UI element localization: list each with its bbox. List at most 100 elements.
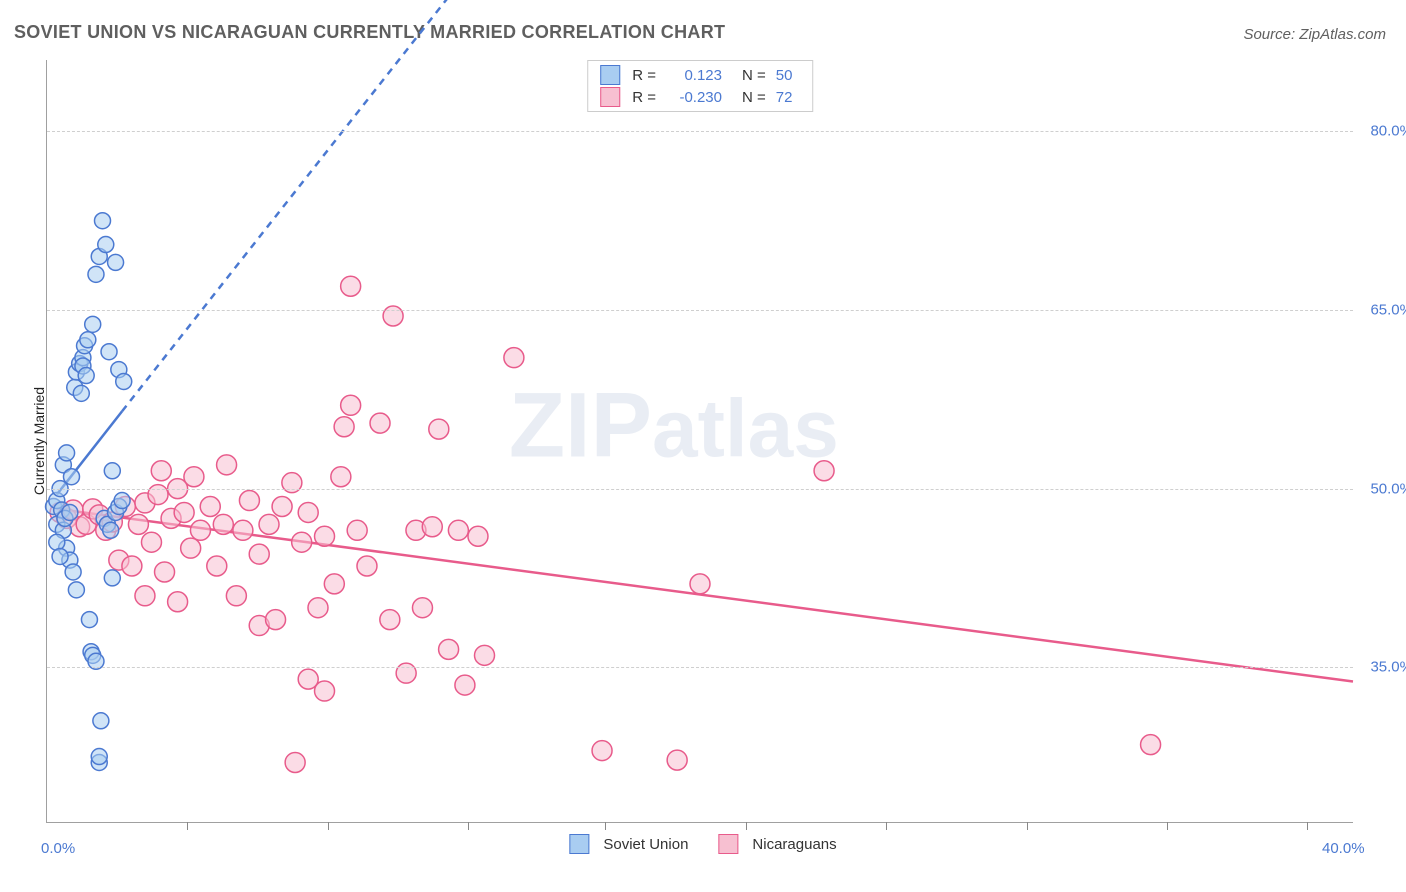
point-soviet bbox=[98, 237, 114, 253]
point-soviet bbox=[81, 612, 97, 628]
point-nicaraguan bbox=[370, 413, 390, 433]
point-nicaraguan bbox=[448, 520, 468, 540]
x-tick bbox=[605, 822, 606, 830]
point-nicaraguan bbox=[184, 467, 204, 487]
x-tick bbox=[886, 822, 887, 830]
point-soviet bbox=[49, 534, 65, 550]
point-nicaraguan bbox=[285, 752, 305, 772]
point-soviet bbox=[73, 385, 89, 401]
point-nicaraguan bbox=[1141, 735, 1161, 755]
point-nicaraguan bbox=[334, 417, 354, 437]
point-nicaraguan bbox=[592, 741, 612, 761]
point-nicaraguan bbox=[429, 419, 449, 439]
point-soviet bbox=[63, 469, 79, 485]
point-nicaraguan bbox=[155, 562, 175, 582]
legend-item-b: Nicaraguans bbox=[718, 834, 836, 854]
legend-item-a: Soviet Union bbox=[569, 834, 688, 854]
page-root: SOVIET UNION VS NICARAGUAN CURRENTLY MAR… bbox=[0, 0, 1406, 892]
point-nicaraguan bbox=[298, 502, 318, 522]
point-nicaraguan bbox=[504, 348, 524, 368]
y-tick-label: 65.0% bbox=[1359, 302, 1406, 319]
point-soviet bbox=[101, 344, 117, 360]
point-nicaraguan bbox=[331, 467, 351, 487]
point-nicaraguan bbox=[341, 276, 361, 296]
point-nicaraguan bbox=[347, 520, 367, 540]
y-tick-label: 80.0% bbox=[1359, 123, 1406, 140]
x-tick bbox=[328, 822, 329, 830]
point-nicaraguan bbox=[690, 574, 710, 594]
point-nicaraguan bbox=[207, 556, 227, 576]
point-soviet bbox=[68, 582, 84, 598]
x-tick bbox=[1027, 822, 1028, 830]
point-soviet bbox=[59, 445, 75, 461]
point-soviet bbox=[65, 564, 81, 580]
point-soviet bbox=[80, 332, 96, 348]
point-nicaraguan bbox=[412, 598, 432, 618]
point-nicaraguan bbox=[667, 750, 687, 770]
point-nicaraguan bbox=[475, 645, 495, 665]
point-nicaraguan bbox=[292, 532, 312, 552]
point-soviet bbox=[52, 548, 68, 564]
point-nicaraguan bbox=[396, 663, 416, 683]
gridline bbox=[47, 131, 1353, 132]
point-nicaraguan bbox=[272, 496, 292, 516]
point-nicaraguan bbox=[324, 574, 344, 594]
x-tick bbox=[1167, 822, 1168, 830]
point-soviet bbox=[95, 213, 111, 229]
point-nicaraguan bbox=[249, 544, 269, 564]
point-nicaraguan bbox=[266, 610, 286, 630]
point-nicaraguan bbox=[259, 514, 279, 534]
legend-series: Soviet Union Nicaraguans bbox=[569, 834, 836, 854]
point-nicaraguan bbox=[190, 520, 210, 540]
x-tick bbox=[746, 822, 747, 830]
x-tick bbox=[1307, 822, 1308, 830]
point-nicaraguan bbox=[814, 461, 834, 481]
point-soviet bbox=[103, 522, 119, 538]
chart-svg bbox=[47, 60, 1353, 822]
point-nicaraguan bbox=[308, 598, 328, 618]
point-nicaraguan bbox=[181, 538, 201, 558]
point-nicaraguan bbox=[233, 520, 253, 540]
point-nicaraguan bbox=[148, 485, 168, 505]
x-tick-label-right: 40.0% bbox=[1322, 840, 1365, 857]
gridline bbox=[47, 310, 1353, 311]
point-nicaraguan bbox=[383, 306, 403, 326]
legend-swatch-a2 bbox=[569, 834, 589, 854]
legend-swatch-b2 bbox=[718, 834, 738, 854]
point-nicaraguan bbox=[226, 586, 246, 606]
chart-title: SOVIET UNION VS NICARAGUAN CURRENTLY MAR… bbox=[14, 22, 725, 43]
point-soviet bbox=[114, 493, 130, 509]
point-nicaraguan bbox=[128, 514, 148, 534]
point-soviet bbox=[62, 504, 78, 520]
point-nicaraguan bbox=[341, 395, 361, 415]
point-nicaraguan bbox=[141, 532, 161, 552]
point-soviet bbox=[116, 373, 132, 389]
point-soviet bbox=[91, 749, 107, 765]
plot-area: ZIPatlas Currently Married R = 0.123 N =… bbox=[46, 60, 1353, 823]
point-nicaraguan bbox=[168, 592, 188, 612]
point-nicaraguan bbox=[315, 681, 335, 701]
series-name-a: Soviet Union bbox=[603, 836, 688, 853]
point-nicaraguan bbox=[239, 491, 259, 511]
point-nicaraguan bbox=[357, 556, 377, 576]
point-soviet bbox=[108, 254, 124, 270]
point-nicaraguan bbox=[422, 517, 442, 537]
point-nicaraguan bbox=[455, 675, 475, 695]
x-tick-label-left: 0.0% bbox=[41, 840, 75, 857]
point-soviet bbox=[88, 266, 104, 282]
point-nicaraguan bbox=[468, 526, 488, 546]
point-nicaraguan bbox=[380, 610, 400, 630]
series-name-b: Nicaraguans bbox=[752, 836, 836, 853]
point-nicaraguan bbox=[122, 556, 142, 576]
gridline bbox=[47, 667, 1353, 668]
gridline bbox=[47, 489, 1353, 490]
point-nicaraguan bbox=[282, 473, 302, 493]
point-soviet bbox=[104, 463, 120, 479]
point-soviet bbox=[93, 713, 109, 729]
point-nicaraguan bbox=[439, 639, 459, 659]
x-tick bbox=[187, 822, 188, 830]
point-nicaraguan bbox=[200, 496, 220, 516]
y-tick-label: 35.0% bbox=[1359, 659, 1406, 676]
point-nicaraguan bbox=[315, 526, 335, 546]
x-tick bbox=[468, 822, 469, 830]
